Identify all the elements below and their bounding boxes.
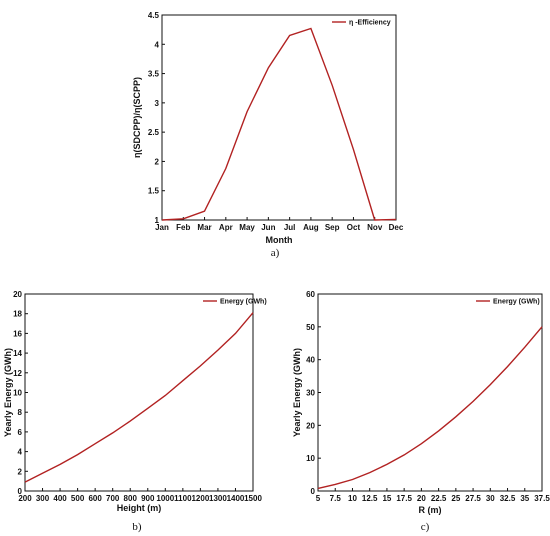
- x-tick-label: 1500: [244, 494, 262, 503]
- x-tick-label: 600: [88, 494, 102, 503]
- x-tick-label: 22.5: [431, 494, 447, 503]
- y-tick-label: 0: [18, 487, 23, 496]
- x-tick-label: 300: [36, 494, 50, 503]
- x-tick-label: 32.5: [500, 494, 516, 503]
- x-tick-label: 1200: [191, 494, 209, 503]
- x-tick-label: 37.5: [534, 494, 550, 503]
- x-tick-label: 700: [106, 494, 120, 503]
- y-axis-label: η(SDCPP)/η(SCPP): [132, 77, 142, 158]
- x-tick-label: 1400: [227, 494, 245, 503]
- x-tick-label: 800: [124, 494, 138, 503]
- x-tick-label: Dec: [389, 223, 404, 232]
- x-tick-label: 200: [18, 494, 32, 503]
- panel-label-b: b): [132, 521, 142, 533]
- legend-label: η -Efficiency: [349, 20, 391, 27]
- y-tick-label: 16: [13, 329, 22, 338]
- series-line: [317, 326, 543, 490]
- x-tick-label: 20: [417, 494, 426, 503]
- y-tick-label: 0: [311, 487, 316, 496]
- x-tick-label: 7.5: [330, 494, 342, 503]
- y-tick-label: 8: [18, 408, 23, 417]
- y-tick-label: 14: [13, 349, 22, 358]
- chart-c-energy-vs-radius: 5 7.5 10 12.5 15 17.5 20 22.5 25 27.5 30 32.5 35 37.5…: [292, 290, 550, 515]
- x-tick-label: Nov: [367, 223, 383, 232]
- x-tick-label: Jun: [261, 223, 275, 232]
- y-tick-label: 12: [13, 369, 22, 378]
- y-tick-label: 4: [18, 448, 23, 457]
- chart-a-efficiency: Jan Feb Mar Apr May Jun Jul Aug Sep Oct Nov Dec 1 1.5…: [132, 11, 404, 245]
- y-tick-label: 18: [13, 310, 22, 319]
- x-tick-label: Aug: [303, 223, 319, 232]
- panel-label-c: c): [421, 521, 430, 533]
- legend-label: Energy (GWh): [220, 299, 267, 306]
- y-tick-label: 20: [13, 290, 22, 299]
- y-tick-label: 20: [306, 421, 315, 430]
- x-axis-label: R (m): [419, 505, 442, 515]
- plot-frame: [24, 293, 254, 492]
- x-axis-label: Month: [266, 235, 293, 245]
- series-line: [24, 312, 254, 483]
- x-tick-label: Oct: [347, 223, 361, 232]
- x-tick-label: 1300: [209, 494, 227, 503]
- x-tick-label: 10: [348, 494, 357, 503]
- y-tick-label: 10: [13, 389, 22, 398]
- y-tick-label: 30: [306, 389, 315, 398]
- legend-label: Energy (GWh): [493, 299, 540, 306]
- y-axis-label: Yearly Energy (GWh): [292, 348, 302, 437]
- x-tick-label: Jan: [155, 223, 169, 232]
- y-tick-label: 1: [155, 216, 160, 225]
- x-tick-label: Mar: [197, 223, 211, 232]
- y-tick-label: 1.5: [148, 187, 160, 196]
- x-tick-label: Jul: [284, 223, 296, 232]
- x-tick-label: 15: [382, 494, 391, 503]
- x-tick-label: Apr: [219, 223, 233, 232]
- x-tick-label: 12.5: [362, 494, 378, 503]
- y-tick-label: 40: [306, 356, 315, 365]
- y-tick-label: 2: [18, 467, 23, 476]
- y-tick-label: 3: [155, 99, 160, 108]
- x-tick-label: May: [239, 223, 255, 232]
- panel-label-a: a): [271, 247, 280, 259]
- y-tick-label: 4.5: [148, 11, 160, 20]
- x-tick-label: 5: [316, 494, 321, 503]
- y-tick-label: 10: [306, 454, 315, 463]
- y-tick-label: 50: [306, 323, 315, 332]
- x-tick-label: 30: [486, 494, 495, 503]
- x-tick-label: 400: [53, 494, 67, 503]
- y-axis-label: Yearly Energy (GWh): [3, 348, 13, 437]
- plot-frame: [161, 14, 397, 221]
- y-tick-label: 60: [306, 290, 315, 299]
- chart-b-energy-vs-height: 200 300 400 500 600 700 800 900 1000 1100 1200 1300…: [3, 290, 267, 513]
- x-tick-label: 25: [451, 494, 460, 503]
- y-tick-label: 2: [155, 157, 160, 166]
- plot-frame: [317, 293, 543, 492]
- x-tick-label: 35: [520, 494, 529, 503]
- x-tick-label: Feb: [176, 223, 190, 232]
- y-tick-label: 6: [18, 428, 23, 437]
- y-tick-label: 4: [155, 40, 160, 49]
- x-tick-label: 27.5: [465, 494, 481, 503]
- x-tick-label: 17.5: [396, 494, 412, 503]
- x-tick-label: 1100: [174, 494, 192, 503]
- x-tick-label: 900: [141, 494, 155, 503]
- series-line: [161, 27, 397, 221]
- x-tick-label: 1000: [156, 494, 174, 503]
- x-tick-label: Sep: [325, 223, 340, 232]
- y-tick-label: 3.5: [148, 70, 160, 79]
- y-tick-label: 2.5: [148, 128, 160, 137]
- x-axis-label: Height (m): [117, 503, 162, 513]
- x-tick-label: 500: [71, 494, 85, 503]
